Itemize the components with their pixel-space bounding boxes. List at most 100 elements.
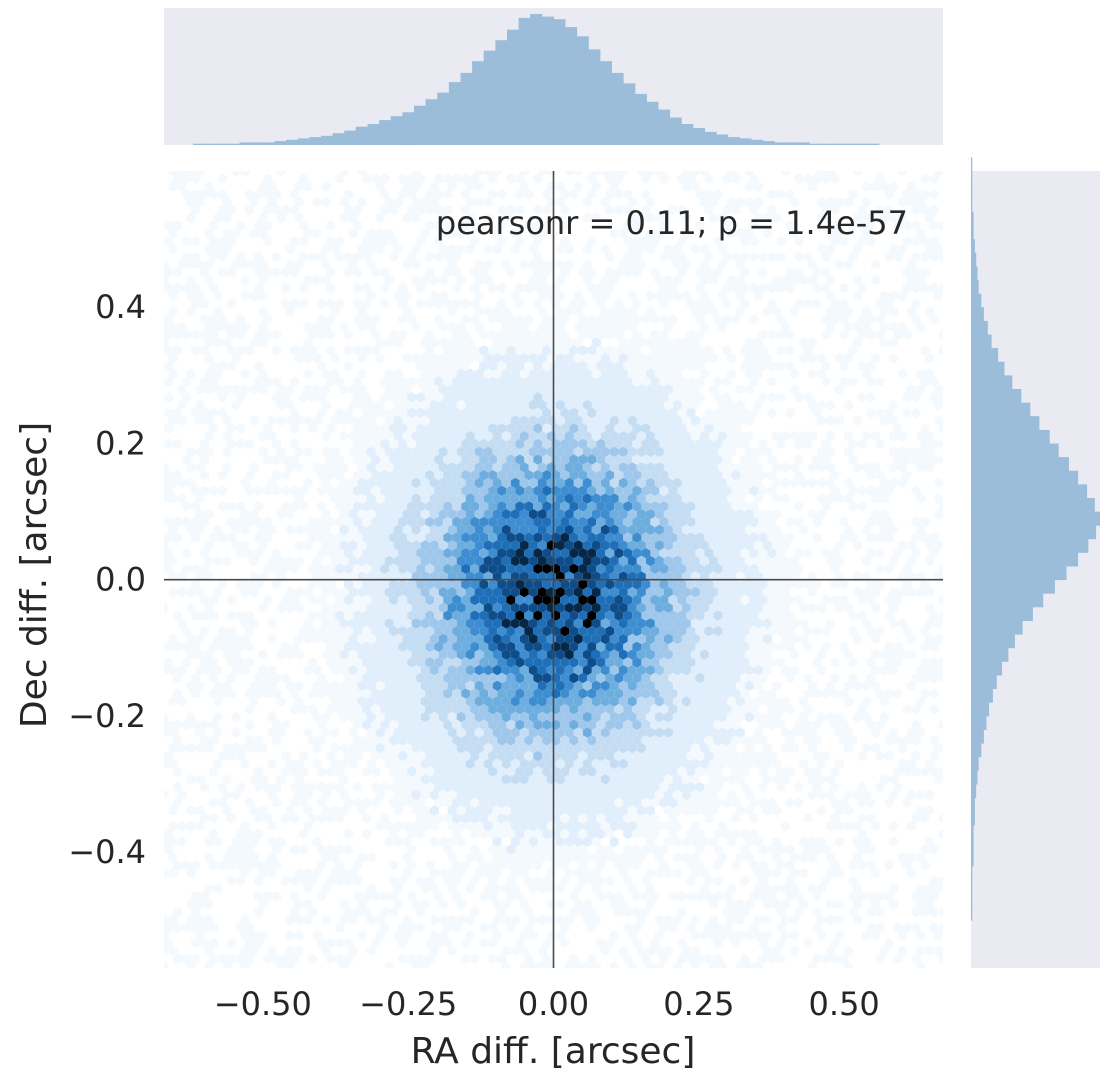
hexbin-cell-2060 — [560, 485, 570, 496]
hexbin-cell-1673 — [650, 438, 660, 450]
hexbin-cell-662 — [826, 290, 835, 301]
hexbin-cell-612 — [659, 282, 669, 294]
hexbin-cell-715 — [213, 306, 223, 317]
hexbin-cell-2412 — [862, 524, 871, 535]
hexbin-cell-1784 — [506, 454, 516, 465]
hexbin-cell-1267 — [790, 384, 799, 395]
hexbin-cell-1290 — [434, 392, 444, 403]
marginal-y-bar-27 — [971, 538, 1089, 553]
hexbin-cell-1384 — [844, 399, 853, 411]
marginal-x-bar-13 — [344, 130, 357, 145]
hexbin-cell-2490 — [240, 540, 250, 551]
hexbin-cell-2201 — [668, 501, 678, 512]
hexbin-cell-2753 — [875, 563, 885, 574]
hexbin-cell-144 — [785, 189, 795, 200]
hexbin-cell-2439 — [443, 532, 453, 543]
hexbin-cell-1144 — [699, 368, 709, 379]
hexbin-cell-1531 — [434, 423, 444, 434]
hexbin-cell-2878 — [731, 579, 741, 590]
hexbin-cell-2743 — [722, 563, 732, 574]
hexbin-cell-1475 — [465, 415, 475, 426]
hexbin-cell-1177 — [479, 376, 489, 387]
hexbin-cell-1170 — [416, 376, 426, 387]
hexbin-cell-895 — [893, 329, 903, 340]
hexbin-cell-2240 — [492, 509, 502, 520]
hexbin-cell-1075 — [542, 360, 552, 372]
hexbin-cell-2615 — [866, 548, 876, 559]
hexbin-cell-3184 — [420, 618, 430, 629]
hexbin-cell-1529 — [416, 423, 426, 434]
hexbin-cell-2931 — [564, 587, 574, 598]
hexbin-cell-315 — [438, 228, 448, 239]
hexbin-cell-632 — [168, 290, 178, 301]
hexbin-cell-157 — [312, 197, 322, 208]
hexbin-cell-259 — [771, 212, 781, 223]
hexbin-cell-749 — [925, 306, 935, 317]
hexbin-cell-1607 — [645, 431, 655, 442]
hexbin-cell-453 — [803, 251, 813, 262]
hexbin-cell-2069 — [641, 485, 651, 496]
hexbin-cell-2297 — [398, 516, 408, 528]
hexbin-cell-1199 — [677, 376, 687, 387]
hexbin-cell-545 — [920, 267, 930, 278]
hexbin-cell-2185 — [524, 501, 534, 512]
hexbin-cell-1219 — [240, 384, 250, 395]
hexbin-cell-3176 — [348, 618, 358, 629]
hexbin-cell-3210 — [654, 618, 664, 629]
hexbin-cell-2329 — [686, 516, 696, 528]
hexbin-cell-1024 — [555, 353, 565, 364]
hexbin-cell-489 — [618, 259, 628, 270]
hexbin-cell-3038 — [276, 602, 286, 613]
hexbin-cell-5 — [240, 171, 250, 177]
hexbin-cell-442 — [668, 251, 678, 262]
hexbin-cell-3165 — [884, 610, 894, 621]
hexbin-cell-2590 — [596, 548, 606, 559]
hexbin-cell-2430 — [362, 532, 372, 543]
hexbin-cell-1135 — [600, 368, 610, 379]
hexbin-cell-3178 — [366, 618, 376, 629]
hexbin-cell-2355 — [267, 524, 277, 535]
marginal-y-bar-18 — [971, 661, 1002, 676]
hexbin-cell-3102 — [173, 610, 182, 621]
hexbin-cell-66 — [704, 173, 714, 184]
hexbin-cell-1400 — [380, 407, 390, 418]
hexbin-cell-2294 — [371, 516, 381, 528]
hexbin-cell-286 — [623, 220, 633, 231]
hexbin-cell-2076 — [704, 485, 714, 496]
hexbin-cell-933 — [690, 337, 700, 348]
hexbin-cell-1381 — [808, 399, 817, 411]
hexbin-cell-1426 — [614, 407, 624, 418]
hexbin-cell-1347 — [429, 399, 439, 411]
hexbin-cell-2548 — [898, 540, 907, 551]
hexbin-cell-2207 — [722, 501, 732, 512]
hexbin-cell-1179 — [497, 376, 507, 387]
hexbin-cell-2966 — [200, 594, 209, 606]
hexbin-cell-546 — [164, 275, 169, 286]
hexbin-cell-1637 — [245, 438, 255, 450]
hexbin-cell-2 — [186, 171, 196, 177]
hexbin-cell-983 — [668, 345, 678, 356]
hexbin-cell-2166 — [353, 501, 363, 512]
hexbin-cell-1691 — [875, 438, 885, 450]
hexbin-cell-3011 — [668, 594, 678, 606]
hexbin-cell-97 — [591, 181, 601, 192]
hexbin-cell-619 — [758, 282, 768, 294]
hexbin-cell-1522 — [353, 423, 363, 434]
hexbin-cell-1644 — [389, 438, 399, 450]
hexbin-cell-3191 — [483, 618, 493, 629]
hexbin-cell-1163 — [326, 376, 336, 387]
hexbin-cell-1508 — [826, 415, 835, 426]
hexbin-cell-3031 — [884, 594, 894, 606]
marginal-y-bar-12 — [971, 743, 982, 758]
hexbin-cell-1004 — [330, 353, 340, 364]
hexbin-cell-161 — [384, 197, 394, 208]
hexbin-cell-364 — [713, 236, 723, 247]
hexbin-cell-3036 — [204, 602, 214, 613]
hexbin-cell-2967 — [209, 594, 218, 606]
hexbin-cell-927 — [636, 337, 646, 348]
hexbin-cell-2083 — [767, 485, 777, 496]
hexbin-cell-2573 — [443, 548, 453, 559]
hexbin-cell-208 — [497, 204, 507, 216]
hexbin-cell-3149 — [668, 610, 678, 621]
hexbin-cell-1084 — [623, 360, 633, 372]
